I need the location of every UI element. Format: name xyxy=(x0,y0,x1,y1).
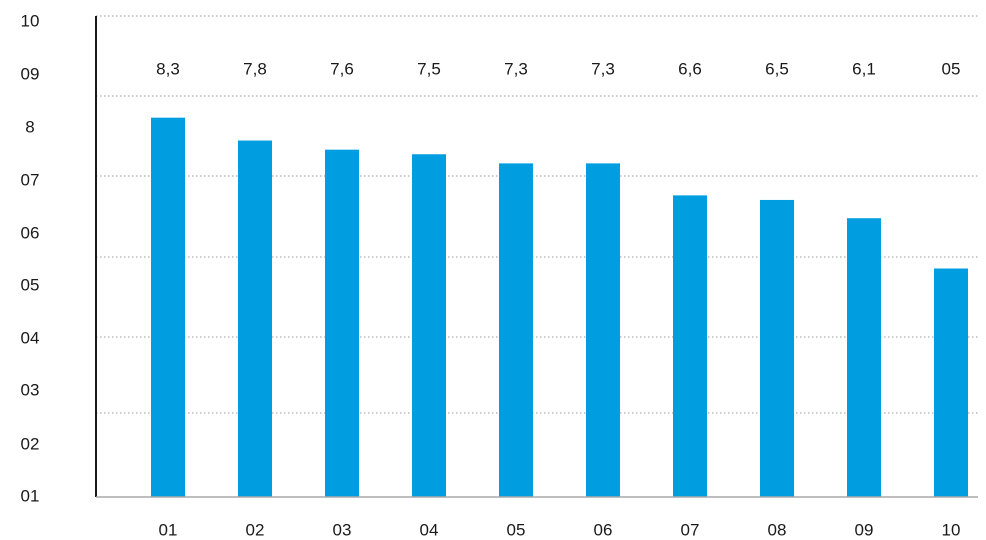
data-label: 7,3 xyxy=(504,59,528,78)
y-tick-label: 07 xyxy=(21,170,40,189)
x-tick-label: 07 xyxy=(681,520,700,539)
data-label: 7,3 xyxy=(591,59,615,78)
gridlines xyxy=(96,15,978,414)
data-label: 6,5 xyxy=(765,59,789,78)
bar xyxy=(934,268,968,497)
data-label: 7,6 xyxy=(330,59,354,78)
bar xyxy=(760,199,794,497)
data-label: 8,3 xyxy=(156,59,180,78)
data-label: 6,1 xyxy=(852,59,876,78)
bar xyxy=(847,218,881,498)
x-tick-label: 02 xyxy=(246,520,265,539)
data-label: 05 xyxy=(942,59,961,78)
x-tick-label: 10 xyxy=(942,520,961,539)
data-label: 7,5 xyxy=(417,59,441,78)
y-axis-ticks: 01 02 03 04 05 06 07 8 09 10 xyxy=(21,11,40,505)
x-tick-label: 05 xyxy=(507,520,526,539)
y-tick-label: 09 xyxy=(21,64,40,83)
bar xyxy=(151,117,185,497)
x-axis-ticks: 01 02 03 04 05 06 07 08 09 10 xyxy=(159,520,961,539)
y-tick-label: 10 xyxy=(21,11,40,30)
x-tick-label: 06 xyxy=(594,520,613,539)
data-labels: 8,3 7,8 7,6 7,5 7,3 7,3 6,6 6,5 6,1 05 xyxy=(156,59,960,78)
y-tick-label: 05 xyxy=(21,275,40,294)
bar xyxy=(238,140,272,498)
y-tick-label: 06 xyxy=(21,223,40,242)
x-tick-label: 09 xyxy=(855,520,874,539)
bar xyxy=(586,163,620,497)
y-tick-label: 01 xyxy=(21,486,40,505)
bar xyxy=(412,154,446,497)
y-tick-label: 03 xyxy=(21,380,40,399)
y-tick-label: 8 xyxy=(25,117,34,136)
bar xyxy=(325,149,359,497)
y-tick-label: 04 xyxy=(21,328,40,347)
x-tick-label: 01 xyxy=(159,520,178,539)
x-tick-label: 08 xyxy=(768,520,787,539)
data-label: 6,6 xyxy=(678,59,702,78)
data-label: 7,8 xyxy=(243,59,267,78)
bars xyxy=(151,117,968,498)
bar xyxy=(673,195,707,497)
x-tick-label: 04 xyxy=(420,520,439,539)
y-tick-label: 02 xyxy=(21,434,40,453)
x-tick-label: 03 xyxy=(333,520,352,539)
bar xyxy=(499,163,533,497)
